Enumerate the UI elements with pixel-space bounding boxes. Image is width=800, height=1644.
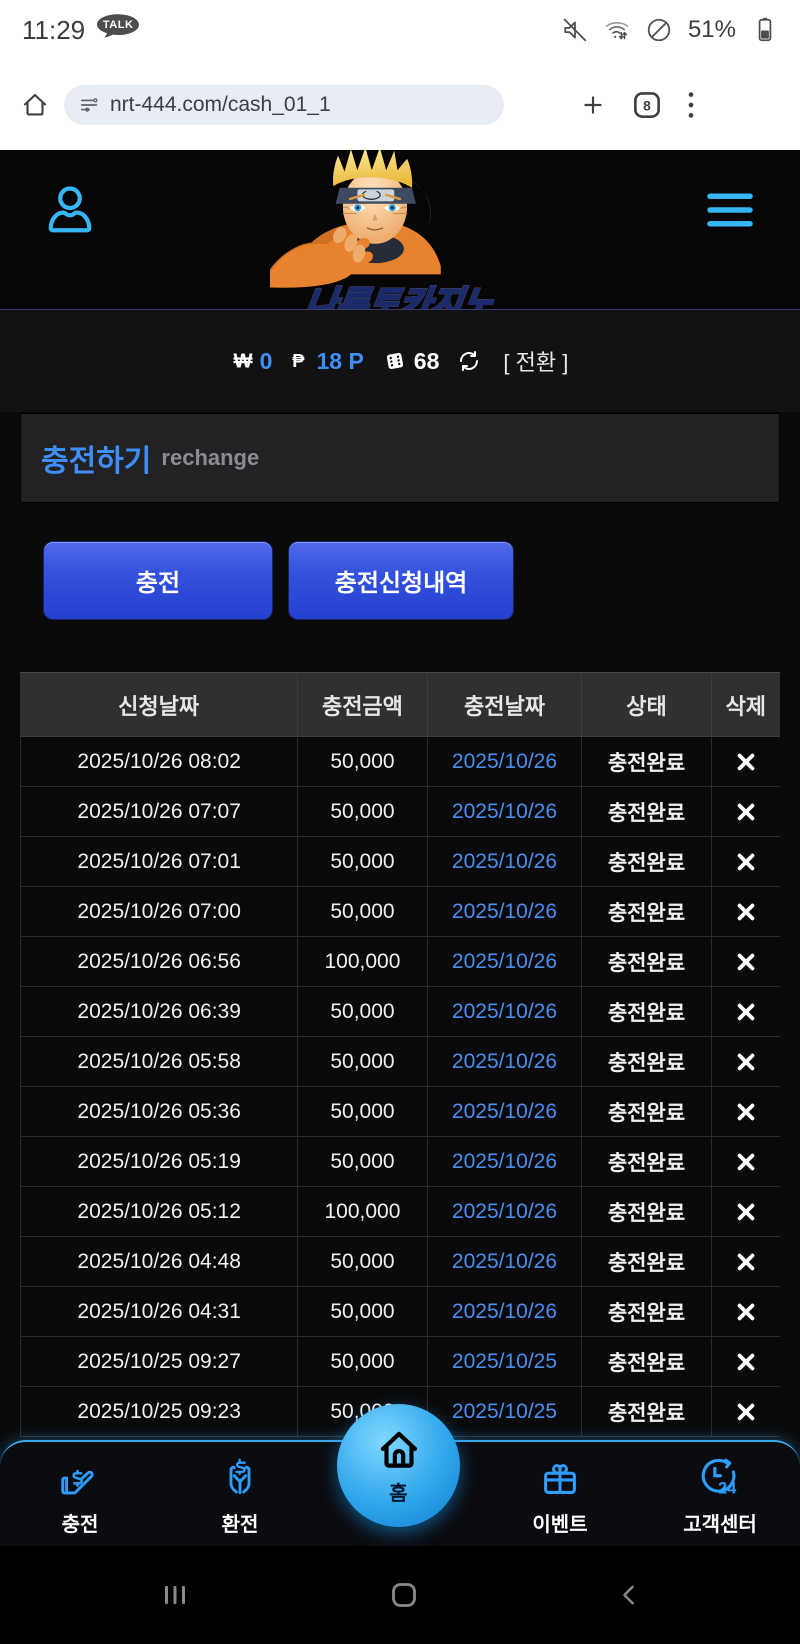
svg-text:24: 24 xyxy=(718,1479,736,1497)
svg-text:₱: ₱ xyxy=(293,350,306,371)
svg-text:₩: ₩ xyxy=(233,350,253,372)
svg-text:8: 8 xyxy=(643,98,651,113)
